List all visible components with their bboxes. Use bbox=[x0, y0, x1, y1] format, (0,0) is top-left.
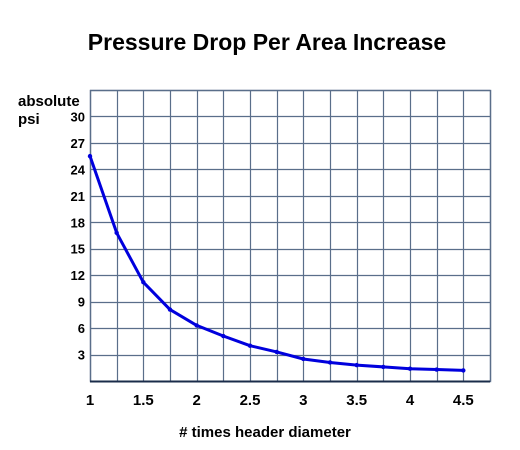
data-point bbox=[301, 356, 306, 362]
data-point bbox=[221, 333, 226, 339]
x-tick-label: 2.5 bbox=[240, 392, 261, 409]
y-tick-label: 24 bbox=[71, 162, 86, 177]
data-point bbox=[87, 153, 93, 159]
data-point bbox=[141, 280, 146, 285]
series-line bbox=[88, 154, 465, 372]
y-tick-label: 15 bbox=[71, 242, 85, 257]
x-tick-label: 2 bbox=[192, 392, 200, 409]
data-point bbox=[114, 230, 119, 236]
data-point bbox=[354, 362, 359, 368]
grid bbox=[89, 89, 492, 383]
chart-title: Pressure Drop Per Area Increase bbox=[88, 29, 446, 55]
data-point bbox=[247, 343, 253, 348]
plot-frame bbox=[89, 89, 492, 383]
y-tick-label: 21 bbox=[71, 189, 85, 204]
x-tick-label: 1.5 bbox=[133, 392, 154, 409]
data-point bbox=[327, 360, 333, 365]
data-point bbox=[434, 367, 439, 372]
x-tick-label: 3 bbox=[299, 392, 307, 409]
y-tick-label: 12 bbox=[71, 268, 85, 283]
x-tick-label: 1 bbox=[86, 392, 94, 409]
y-axis-label-line1: absolute bbox=[18, 93, 80, 110]
x-tick-label: 4 bbox=[406, 392, 415, 409]
x-axis-label: # times header diameter bbox=[179, 424, 351, 441]
y-tick-label: 18 bbox=[71, 215, 85, 230]
data-point bbox=[461, 368, 466, 373]
data-point bbox=[194, 323, 199, 328]
data-point bbox=[167, 307, 173, 312]
data-point bbox=[274, 349, 279, 355]
data-point bbox=[381, 364, 386, 370]
y-tick-label: 27 bbox=[71, 136, 85, 151]
y-tick-label: 30 bbox=[71, 109, 85, 124]
y-tick-label: 9 bbox=[78, 295, 85, 310]
data-point bbox=[407, 366, 413, 371]
x-tick-label: 3.5 bbox=[346, 392, 367, 409]
x-tick-labels: 1 1.5 2 2.5 3 3.5 4 4.5 bbox=[86, 392, 474, 409]
y-tick-labels: 3 6 9 12 15 18 21 24 27 30 bbox=[71, 109, 86, 362]
series-group bbox=[87, 153, 466, 373]
y-axis-label-line2: psi bbox=[18, 111, 40, 128]
x-tick-label: 4.5 bbox=[453, 392, 474, 409]
y-tick-label: 6 bbox=[78, 321, 85, 336]
y-tick-label: 3 bbox=[78, 348, 85, 363]
